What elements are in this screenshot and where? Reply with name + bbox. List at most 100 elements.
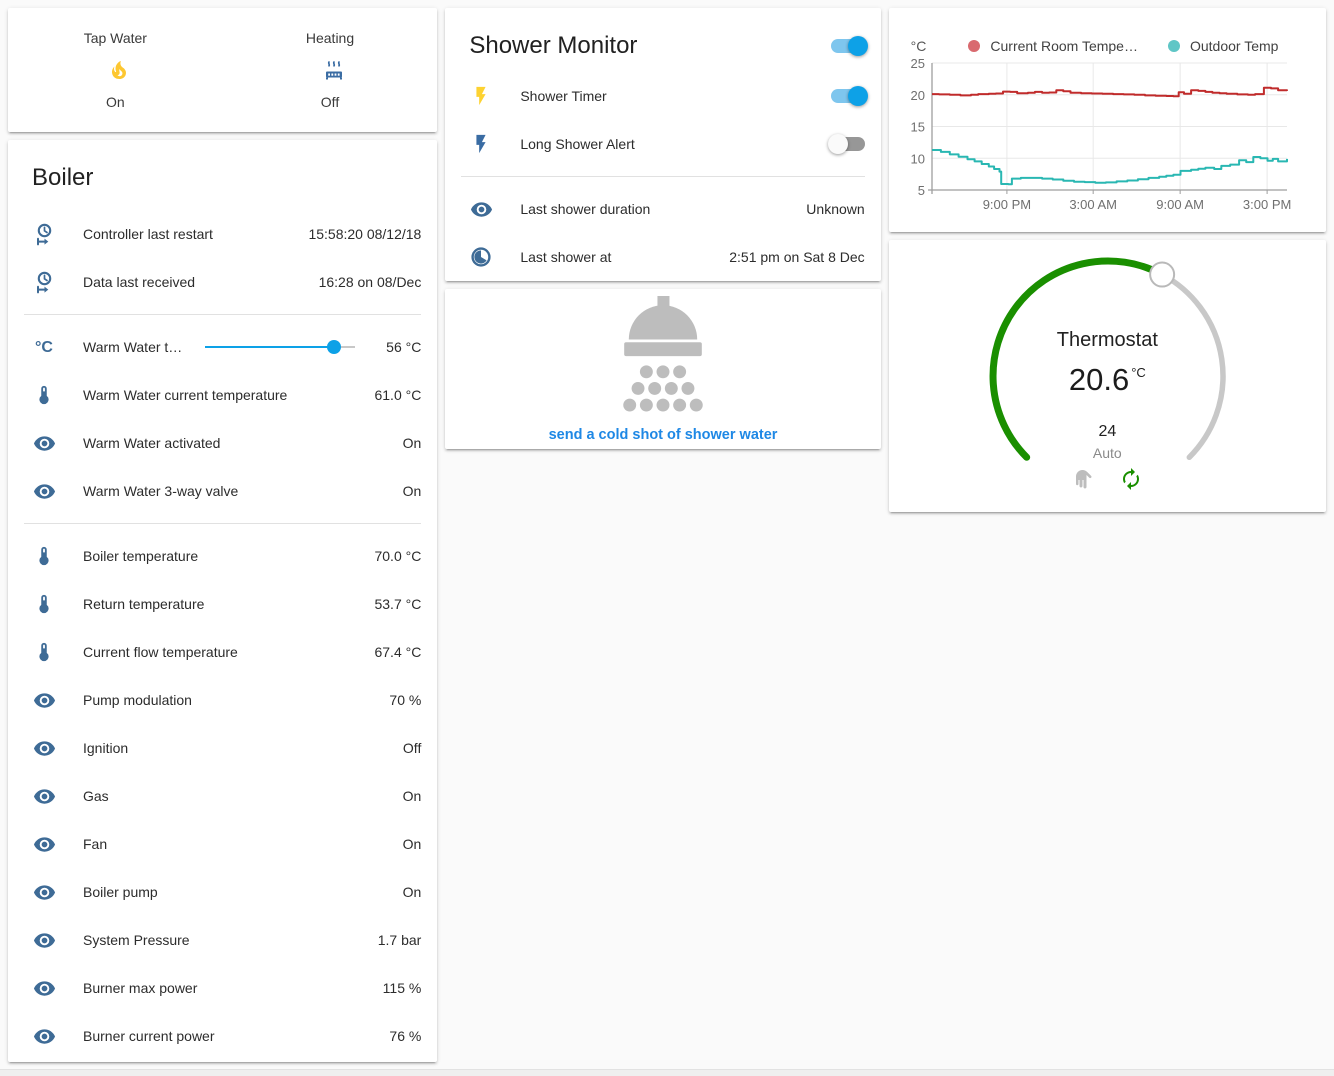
legend-item-current-room-tempe: Current Room Tempe…: [968, 38, 1138, 54]
entity-row-last-shower-duration[interactable]: Last shower duration Unknown: [445, 185, 880, 233]
temp-celsius-icon: °C: [32, 335, 56, 359]
entity-row-controller-last-restart[interactable]: Controller last restart 15:58:20 08/12/18: [8, 210, 437, 258]
entity-row-current-flow-temperature[interactable]: Current flow temperature 67.4 °C: [8, 628, 437, 676]
dial-inactive-arc: [1159, 271, 1226, 461]
thermometer-icon: [32, 641, 56, 663]
entity-row-ignition[interactable]: Ignition Off: [8, 724, 437, 772]
eye-icon: [32, 689, 56, 712]
divider: [24, 523, 422, 524]
entity-name: Last shower at: [520, 249, 612, 265]
shower-entity-list: Shower Timer Long Shower Alert Last shower…: [445, 72, 880, 281]
cold-shot-card: send a cold shot of shower water: [445, 289, 881, 449]
thermostat-unit: °C: [1131, 365, 1146, 380]
entity-row-boiler-temperature[interactable]: Boiler temperature 70.0 °C: [8, 532, 437, 580]
entity-value: 16:28 on 08/Dec: [318, 274, 422, 290]
glance-item-label: Tap Water: [83, 30, 147, 46]
entity-name: Burner max power: [83, 980, 198, 996]
long-shower-alert-toggle[interactable]: [827, 134, 865, 154]
entity-row-warm-water-current-temperature[interactable]: Warm Water current temperature 61.0 °C: [8, 371, 437, 419]
legend-items: Current Room Tempe… Outdoor Temp: [968, 38, 1308, 54]
svg-text:25: 25: [910, 56, 924, 71]
thermometer-icon: [32, 384, 56, 406]
flash-icon: [469, 85, 493, 107]
entity-row-boiler-pump[interactable]: Boiler pump On: [8, 868, 437, 916]
entity-row-warm-water-activated[interactable]: Warm Water activated On: [8, 419, 437, 467]
dial-thumb[interactable]: [1148, 261, 1175, 288]
entity-row-last-shower-at[interactable]: Last shower at 2:51 pm on Sat 8 Dec: [445, 233, 880, 281]
entity-name: Controller last restart: [83, 226, 213, 242]
temperature-history-chart-card: °C Current Room Tempe… Outdoor Temp 25 20 1…: [888, 8, 1326, 232]
entity-row-shower-timer[interactable]: Shower Timer: [445, 72, 880, 120]
eye-icon: [469, 198, 493, 221]
chart-y-axis-unit: °C: [910, 38, 927, 54]
warm-water-t-slider[interactable]: [205, 340, 356, 354]
shower-monitor-toggle[interactable]: [830, 36, 868, 56]
series-outdoor-temp: [931, 149, 1288, 186]
eye-icon: [32, 737, 56, 760]
entity-value: 56 °C: [386, 339, 422, 355]
svg-text:°C: °C: [35, 339, 53, 356]
entity-name: Burner current power: [83, 1028, 215, 1044]
horizontal-scrollbar[interactable]: [0, 1069, 1334, 1076]
shower-monitor-title: Shower Monitor: [469, 32, 638, 59]
entity-row-pump-modulation[interactable]: Pump modulation 70 %: [8, 676, 437, 724]
glance-item-tap-water[interactable]: Tap Water On: [8, 30, 223, 110]
entity-value: 53.7 °C: [374, 596, 422, 612]
manual-mode-button[interactable]: [1071, 467, 1095, 491]
entity-name: Data last received: [83, 274, 196, 290]
shower-monitor-header: Shower Monitor: [445, 8, 880, 72]
entity-value: 67.4 °C: [374, 644, 422, 660]
entity-row-return-temperature[interactable]: Return temperature 53.7 °C: [8, 580, 437, 628]
entity-name: Warm Water activated: [83, 435, 221, 451]
middle-column: Shower Monitor Shower Timer Long Shower A…: [445, 8, 881, 449]
entity-name: Gas: [83, 788, 109, 804]
slider-thumb[interactable]: [327, 340, 342, 354]
svg-text:10: 10: [910, 151, 924, 166]
entity-row-long-shower-alert[interactable]: Long Shower Alert: [445, 120, 880, 168]
entity-row-warm-water-t[interactable]: °C Warm Water t… 56 °C: [8, 323, 437, 371]
svg-text:9:00 AM: 9:00 AM: [1156, 197, 1204, 212]
entity-value: 61.0 °C: [374, 387, 422, 403]
thermostat-dial[interactable]: [889, 240, 1327, 512]
legend-dot: [968, 40, 981, 52]
boiler-card: Boiler Controller last restart 15:58:20 0…: [8, 140, 438, 1062]
entity-value: On: [402, 435, 422, 451]
entity-value: Off: [402, 740, 422, 756]
divider: [461, 176, 865, 177]
svg-text:9:00 PM: 9:00 PM: [982, 197, 1030, 212]
svg-text:5: 5: [917, 183, 924, 198]
thermometer-icon: [32, 545, 56, 567]
eye-icon: [32, 977, 56, 1000]
entity-name: Ignition: [83, 740, 129, 756]
dial-active-arc: [989, 257, 1166, 461]
entity-value: 70.0 °C: [374, 548, 422, 564]
right-column: °C Current Room Tempe… Outdoor Temp 25 20 1…: [888, 8, 1327, 512]
entity-name: Warm Water 3-way valve: [83, 483, 239, 499]
clock-partial-icon: [469, 245, 493, 269]
entity-value: 76 %: [389, 1028, 422, 1044]
entity-value: On: [402, 483, 422, 499]
entity-value: 2:51 pm on Sat 8 Dec: [729, 249, 865, 265]
legend-item-outdoor-temp: Outdoor Temp: [1167, 38, 1278, 54]
eye-icon: [32, 929, 56, 952]
entity-row-burner-current-power[interactable]: Burner current power 76 %: [8, 1012, 437, 1060]
shower-timer-toggle[interactable]: [830, 86, 868, 106]
entity-row-fan[interactable]: Fan On: [8, 820, 437, 868]
thermostat-current-temperature: 20.6 °C: [889, 362, 1326, 398]
legend-label: Current Room Tempe…: [990, 38, 1138, 54]
auto-mode-button[interactable]: [1119, 467, 1143, 491]
fire-icon: [107, 57, 131, 83]
entity-row-burner-max-power[interactable]: Burner max power 115 %: [8, 964, 437, 1012]
entity-name: Return temperature: [83, 596, 205, 612]
entity-row-gas[interactable]: Gas On: [8, 772, 437, 820]
entity-row-data-last-received[interactable]: Data last received 16:28 on 08/Dec: [8, 258, 437, 306]
left-column: Tap Water On Heating Off Boiler Controller …: [8, 8, 438, 1062]
entity-row-system-pressure[interactable]: System Pressure 1.7 bar: [8, 916, 437, 964]
glance-item-heating[interactable]: Heating Off: [223, 30, 438, 110]
entity-row-warm-water-3-way-valve[interactable]: Warm Water 3-way valve On: [8, 467, 437, 515]
boiler-entity-list: Controller last restart 15:58:20 08/12/18…: [8, 210, 437, 1060]
eye-icon: [32, 432, 56, 455]
entity-value: On: [402, 836, 422, 852]
cold-shot-link[interactable]: send a cold shot of shower water: [548, 426, 778, 443]
